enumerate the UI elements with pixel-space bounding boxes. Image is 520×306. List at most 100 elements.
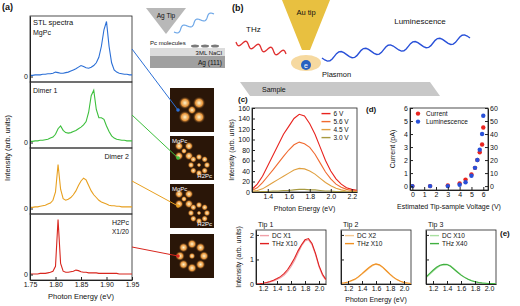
legend-label: DC X10 [442,232,465,239]
data-layer [410,114,485,189]
tick-mark [305,281,306,284]
tick-mark [132,277,133,280]
tick: 2.2 [347,189,357,200]
tick: 0 [411,187,415,198]
stm-lobe [201,204,208,211]
tick-mark [426,235,429,236]
panel-label: (e) [500,229,510,238]
chart-panel: 1.41.61.82.02.2020406080100120140160 [238,105,357,200]
tick-mark [390,281,391,284]
tick-label: 1.85 [75,281,89,288]
tick-label: 1.4 [263,193,273,200]
tick [341,259,344,260]
tick-label: 0 [246,189,250,196]
tick-label: 6 [482,191,486,198]
tick-label: 2 [250,232,254,239]
tick-mark [268,189,269,192]
tick-label: 2 [404,157,408,164]
connector-dot [176,254,180,258]
tick-label: 1.6 [372,285,382,292]
legend-label: DC X1 [272,232,292,239]
tick [341,235,344,236]
tick-mark [348,281,349,284]
tick-mark [107,277,108,280]
tick-mark [256,235,259,236]
tick-mark [252,108,255,109]
tick-mark [483,187,484,190]
axis-line [488,109,489,191]
series-label: MgPc [33,29,51,37]
axis-line [30,215,31,281]
data-point [478,147,482,151]
stm-label: MgPc [172,186,187,192]
legend-label: THz X10 [272,240,298,247]
y-axis: 0 1 2 [250,231,259,288]
tick-mark [410,160,413,161]
tick-label: 1.8 [386,285,396,292]
tick-mark [362,281,363,284]
tick-label: 1 [423,191,427,198]
legend-swatch [345,235,354,236]
data-point [475,158,479,162]
legend-label: 3.0 V [334,134,350,141]
tick-label: 1 [250,256,254,263]
molecule [201,45,209,48]
tick: 1.95 [126,277,140,288]
data-line [30,90,132,141]
tick: 1.8 [386,281,396,292]
tick-label: 3 [404,144,408,151]
chart-title: STL spectra [33,18,74,27]
tick-mark [30,77,33,78]
tick: 1.8 [305,189,315,200]
legend-label: 4.5 V [334,126,350,133]
legend-label: DC X2 [357,232,377,239]
tick: 0 [485,183,494,190]
panel-label: (b) [232,3,244,13]
tick-label: 0 [404,183,408,190]
tick-mark [410,173,413,174]
tick-label: 2.0 [326,193,336,200]
tick-mark [310,189,311,192]
tip-label: Ag Tip [157,12,176,20]
tick-label: 40 [490,131,498,138]
legend-label: 6 V [334,110,344,117]
plot-frame [30,82,132,148]
tick-label: 0 [24,271,28,278]
plot-frame [30,148,132,214]
tick-label: 6 [404,105,408,112]
tick: 40 [485,131,498,138]
stm-lobe [197,211,202,216]
tick-mark [485,160,488,161]
tick: 1.8 [471,281,481,292]
x-axis: 1.41.61.82.02.2 [253,189,358,200]
tick: 160 [238,105,255,112]
axis-line [341,231,342,285]
legend-swatch [260,243,269,244]
tick-mark [426,284,429,285]
tick: 2 [250,232,259,239]
tick-mark [341,259,344,260]
tick: 0 [250,281,259,288]
tick-mark [475,281,476,284]
tick-mark [485,108,488,109]
tick: 1.2 [344,281,354,292]
tick-mark [410,134,413,135]
connector [132,247,178,256]
data-line [30,165,132,208]
tick-mark [485,147,488,148]
tick: 20 [242,178,255,185]
tick: 1.90 [100,277,114,288]
tick: 2 [435,187,439,198]
tick-mark [252,129,255,130]
tick: 1.6 [372,281,382,292]
tick-label: 2.0 [485,285,495,292]
chart-panel: 0 [24,82,132,149]
tick-label: 1.4 [273,285,283,292]
data-layer [252,114,357,192]
tick-label: 1.4 [443,285,453,292]
legend-label: 5.6 V [334,118,350,125]
tick-mark [256,259,259,260]
series-label: Dimer 1 [33,87,58,94]
tick: 1.6 [457,281,467,292]
tick-label: 80 [242,147,250,154]
